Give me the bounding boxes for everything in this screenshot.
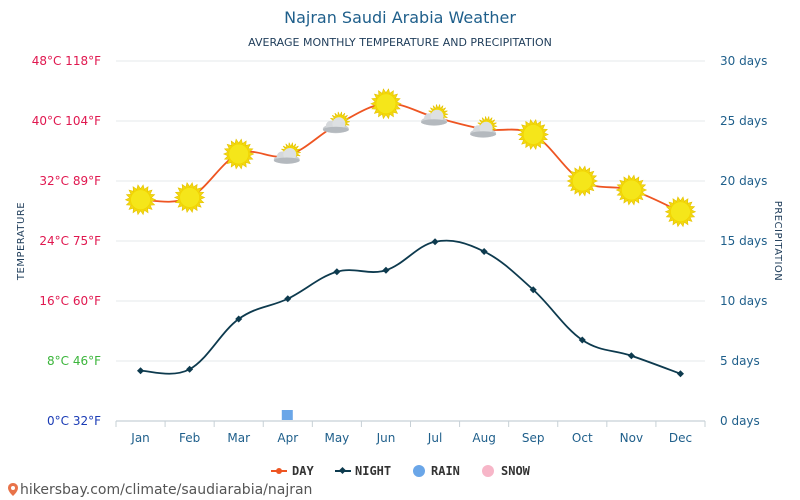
partly-cloudy-icon bbox=[322, 111, 350, 134]
precipitation-bars bbox=[281, 410, 293, 420]
x-tick-label: Apr bbox=[277, 431, 298, 445]
legend-item-day[interactable]: DAY bbox=[271, 464, 314, 478]
y-axis-left-ticks: 0°C 32°F 8°C 46°F 16°C 60°F 24°C 75°F 32°C 8… bbox=[32, 54, 101, 428]
night-point bbox=[676, 370, 684, 378]
day-line bbox=[140, 102, 681, 213]
sun-icon bbox=[615, 174, 648, 206]
y-right-tick-label: 5 days bbox=[720, 354, 760, 368]
legend-snow-label: SNOW bbox=[501, 464, 531, 478]
day-series bbox=[140, 102, 681, 213]
x-tick-label: Jul bbox=[427, 431, 442, 445]
footer[interactable]: hikersbay.com/climate/saudiarabia/najran bbox=[8, 482, 312, 498]
y-right-tick-label: 25 days bbox=[720, 114, 767, 128]
x-tick-label: Mar bbox=[227, 431, 250, 445]
y-left-tick-label: 32°C 89°F bbox=[39, 174, 101, 188]
x-tick-label: Jun bbox=[376, 431, 396, 445]
night-line bbox=[140, 239, 681, 375]
x-tick-label: Sep bbox=[522, 431, 545, 445]
y-axis-left-title: TEMPERATURE bbox=[16, 202, 27, 281]
legend: DAY NIGHT RAIN SNOW bbox=[271, 464, 531, 478]
partly-cloudy-icon bbox=[470, 116, 498, 138]
x-tick-label: Aug bbox=[472, 431, 495, 445]
legend-item-night[interactable]: NIGHT bbox=[335, 464, 391, 478]
gridlines bbox=[116, 60, 705, 422]
x-axis-ticks: Jan Feb Mar Apr May Jun Jul Aug Sep Oct Nov Dec bbox=[115, 421, 706, 445]
night-point bbox=[431, 238, 439, 246]
y-left-tick-label: 24°C 75°F bbox=[39, 234, 101, 248]
sun-icon bbox=[664, 196, 697, 228]
legend-item-snow[interactable]: SNOW bbox=[482, 464, 531, 478]
legend-night-label: NIGHT bbox=[355, 464, 391, 478]
weather-icons bbox=[124, 88, 697, 228]
sun-icon bbox=[370, 88, 402, 120]
sun-icon bbox=[173, 182, 206, 213]
y-right-tick-label: 15 days bbox=[720, 234, 767, 248]
sun-icon bbox=[124, 184, 157, 216]
sun-icon bbox=[222, 138, 255, 170]
legend-rain-marker bbox=[413, 465, 425, 477]
source-link[interactable]: hikersbay.com/climate/saudiarabia/najran bbox=[20, 482, 312, 498]
night-point bbox=[333, 268, 341, 276]
y-left-tick-label: 8°C 46°F bbox=[47, 354, 101, 368]
legend-day-label: DAY bbox=[292, 464, 314, 478]
y-axis-right-ticks: 0 days 5 days 10 days 15 days 20 days 25 days… bbox=[720, 54, 767, 428]
night-point bbox=[186, 365, 194, 373]
chart-title: Najran Saudi Arabia Weather bbox=[284, 8, 516, 27]
y-right-tick-label: 10 days bbox=[720, 294, 767, 308]
rain-bar bbox=[281, 410, 293, 420]
legend-rain-label: RAIN bbox=[431, 464, 460, 478]
y-right-tick-label: 30 days bbox=[720, 54, 767, 68]
night-series bbox=[137, 238, 684, 378]
x-tick-label: Oct bbox=[572, 431, 593, 445]
night-point bbox=[382, 266, 390, 274]
y-axis-right-title: PRECIPITATION bbox=[772, 201, 783, 282]
y-left-tick-label: 48°C 118°F bbox=[32, 54, 101, 68]
legend-snow-marker bbox=[482, 465, 494, 477]
y-right-tick-label: 0 days bbox=[720, 414, 760, 428]
night-point bbox=[578, 336, 586, 344]
x-tick-label: May bbox=[324, 431, 349, 445]
chart-subtitle: AVERAGE MONTHLY TEMPERATURE AND PRECIPIT… bbox=[248, 36, 552, 49]
night-point bbox=[480, 247, 488, 256]
sun-icon bbox=[566, 165, 599, 197]
location-pin-icon bbox=[8, 483, 18, 496]
x-tick-label: Feb bbox=[179, 431, 200, 445]
night-point bbox=[627, 352, 635, 360]
sun-icon bbox=[517, 119, 549, 150]
x-tick-label: Nov bbox=[620, 431, 643, 445]
night-point bbox=[137, 367, 145, 375]
x-tick-label: Jan bbox=[130, 431, 150, 445]
night-point bbox=[235, 315, 243, 323]
legend-item-rain[interactable]: RAIN bbox=[413, 464, 460, 478]
y-left-tick-label: 16°C 60°F bbox=[39, 294, 101, 308]
y-right-tick-label: 20 days bbox=[720, 174, 767, 188]
y-left-tick-label: 0°C 32°F bbox=[47, 414, 101, 428]
legend-day-marker bbox=[276, 468, 282, 474]
partly-cloudy-icon bbox=[273, 142, 301, 164]
partly-cloudy-icon bbox=[421, 104, 449, 126]
y-left-tick-label: 40°C 104°F bbox=[32, 114, 101, 128]
night-point bbox=[284, 295, 292, 303]
night-point bbox=[529, 286, 537, 294]
x-tick-label: Dec bbox=[669, 431, 692, 445]
legend-night-marker bbox=[338, 466, 347, 475]
